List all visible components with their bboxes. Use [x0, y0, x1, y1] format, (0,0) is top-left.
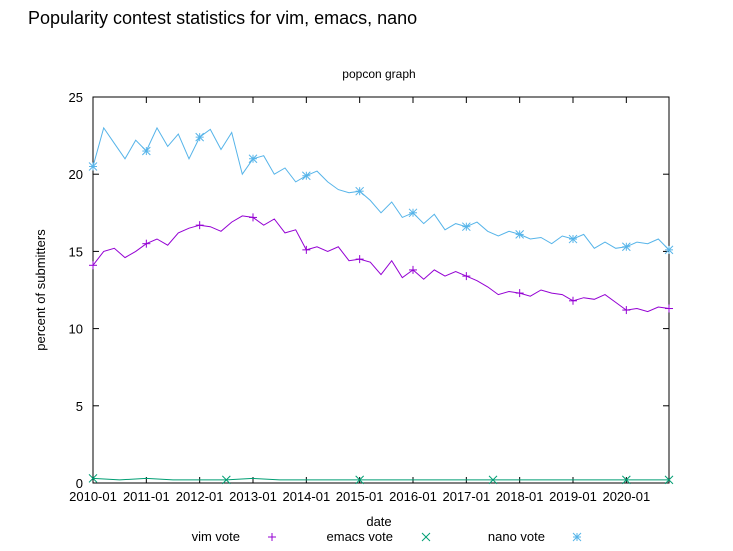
vim-vote-point: [622, 306, 631, 315]
x-axis-label: date: [366, 514, 391, 529]
vim-vote-point: [195, 221, 204, 230]
x-tick-label: 2012-01: [176, 489, 224, 504]
legend-marker-vim-vote: [268, 533, 276, 541]
x-tick-label: 2020-01: [602, 489, 650, 504]
emacs-vote-point: [88, 474, 98, 483]
vim-vote-point: [665, 304, 673, 313]
chart-title: popcon graph: [342, 67, 415, 81]
nano-vote-point: [301, 171, 311, 181]
vim-vote-point: [409, 265, 417, 274]
y-tick-label: 10: [69, 322, 83, 337]
emacs-vote-line: [92, 477, 669, 481]
y-axis-label: percent of submitters: [33, 229, 48, 351]
vim-vote-point: [142, 239, 151, 248]
x-tick-label: 2011-01: [123, 489, 170, 504]
series-lines: [92, 126, 670, 481]
nano-vote-line: [92, 126, 670, 251]
x-tick-label: 2014-01: [282, 489, 330, 504]
nano-vote-point: [88, 162, 98, 171]
x-tick-label: 2018-01: [496, 489, 544, 504]
legend-marker-nano-vote: [572, 532, 582, 542]
x-tick-label: 2013-01: [229, 489, 277, 504]
legend-marker-emacs-vote: [421, 532, 431, 542]
nano-vote-point: [515, 230, 525, 239]
x-tick-label: 2017-01: [442, 489, 490, 504]
y-tick-label: 15: [69, 244, 83, 259]
series-markers: [88, 132, 674, 485]
nano-vote-point: [408, 208, 418, 218]
y-tick-label: 25: [69, 90, 83, 105]
vim-vote-point: [89, 261, 97, 270]
page-heading: Popularity contest statistics for vim, e…: [28, 8, 418, 28]
nano-vote-point: [621, 242, 631, 252]
x-tick-label: 2019-01: [549, 489, 597, 504]
emacs-vote-point: [221, 475, 231, 485]
emacs-vote-point: [355, 475, 365, 485]
nano-vote-point: [248, 154, 258, 164]
nano-vote-point: [664, 245, 674, 255]
nano-vote-point: [568, 234, 578, 244]
nano-vote-point: [195, 132, 205, 142]
legend-label-vim-vote: vim vote: [192, 529, 240, 544]
y-tick-label: 5: [76, 399, 83, 414]
vim-vote-point: [462, 272, 471, 281]
emacs-vote-point: [488, 475, 498, 485]
legend-label-nano-vote: nano vote: [488, 529, 545, 544]
legend-label-emacs-vote: emacs vote: [327, 529, 393, 544]
nano-vote-point: [141, 146, 151, 156]
vim-vote-line: [92, 215, 670, 313]
y-tick-label: 0: [76, 476, 83, 491]
x-axis: 2010-01 2011-01 2012-01 2013-01 2014-01 2015-…: [69, 97, 650, 504]
x-tick-label: 2010-01: [69, 489, 117, 504]
plot-frame: [92, 96, 670, 484]
x-tick-label: 2016-01: [389, 489, 437, 504]
legend: vim vote emacs vote nano vote: [192, 529, 582, 544]
y-axis: 0 5 10 15 20 25: [69, 90, 669, 491]
vim-vote-point: [249, 213, 257, 222]
nano-vote-point: [355, 186, 365, 196]
vim-vote-point: [355, 255, 364, 264]
emacs-vote-point: [621, 475, 631, 485]
vim-vote-point: [515, 289, 524, 298]
nano-vote-point: [461, 222, 471, 232]
x-tick-label: 2015-01: [336, 489, 384, 504]
emacs-vote-point: [664, 475, 674, 485]
y-tick-label: 20: [69, 167, 83, 182]
vim-vote-point: [302, 245, 311, 254]
vim-vote-point: [569, 296, 577, 305]
